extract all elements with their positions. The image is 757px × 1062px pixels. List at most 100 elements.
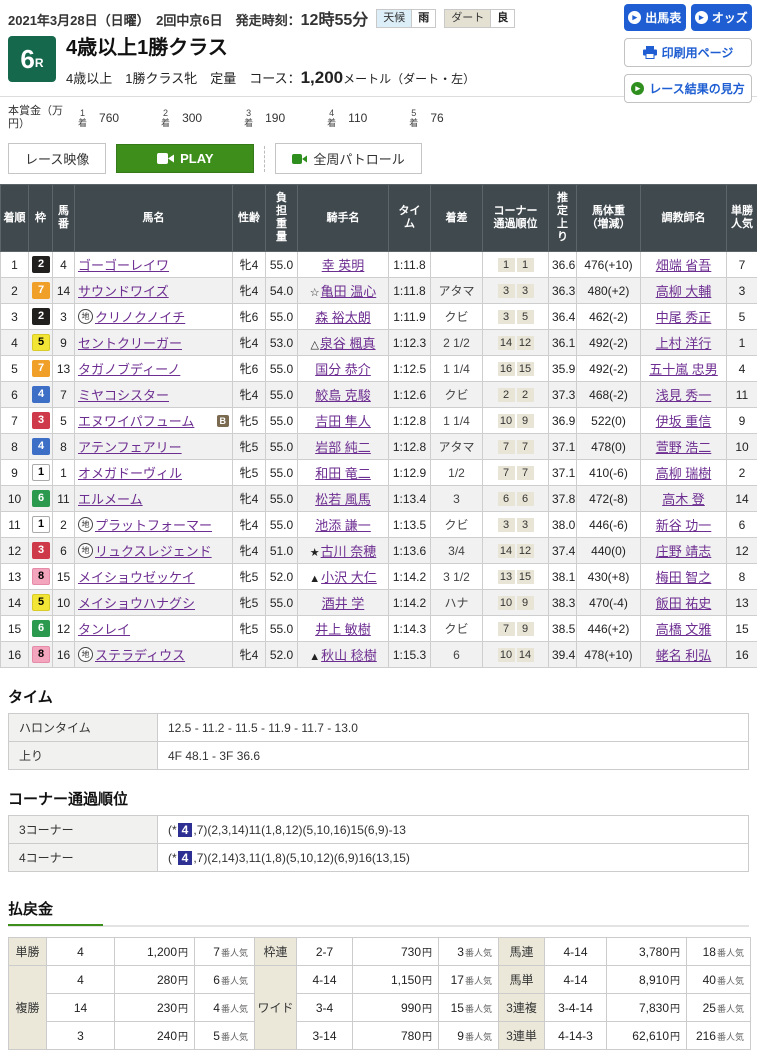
column-header: 単勝 人気 xyxy=(727,185,757,252)
horse-name-link[interactable]: メイショウハナグシ xyxy=(78,593,195,612)
jockey-link[interactable]: 吉田 隼人 xyxy=(315,414,371,429)
horse-name-link[interactable]: タンレイ xyxy=(78,619,130,638)
horse-name-link[interactable]: セントクリーガー xyxy=(78,333,182,352)
race-video-button[interactable]: レース映像 xyxy=(8,143,106,174)
trainer-link[interactable]: 蛯名 利弘 xyxy=(656,648,712,663)
win-popularity: 10 xyxy=(727,434,757,460)
sex-age: 牝4 xyxy=(233,642,266,668)
horse-name-link[interactable]: リュクスレジェンド xyxy=(95,541,212,560)
trainer-link[interactable]: 浅見 秀一 xyxy=(656,388,712,403)
yen-unit: 円 xyxy=(670,1032,680,1043)
horse-name-link[interactable]: エヌワイパフューム xyxy=(78,411,194,430)
trainer-link[interactable]: 高柳 大輔 xyxy=(656,284,712,299)
last-3f: 38.0 xyxy=(549,512,577,538)
jockey-link[interactable]: 秋山 稔樹 xyxy=(321,648,377,663)
bet-type-label: 3連単 xyxy=(499,1022,545,1050)
trainer-link[interactable]: 上村 洋行 xyxy=(656,336,712,351)
jockey-link[interactable]: 酒井 学 xyxy=(322,596,365,611)
local-horse-icon: 地 xyxy=(78,647,93,662)
horse-name-link[interactable]: サウンドワイズ xyxy=(78,281,169,300)
last-3f: 36.1 xyxy=(549,330,577,356)
corner-position: 14 xyxy=(498,544,515,558)
trainer-link[interactable]: 高柳 瑞樹 xyxy=(656,466,712,481)
jockey-link[interactable]: 幸 英明 xyxy=(322,258,365,273)
finish-time: 1:13.5 xyxy=(389,512,431,538)
table-header-row: 着順枠馬 番馬名性齢負 担 重 量騎手名タイ ム着差コーナー 通過順位推 定 上… xyxy=(1,185,757,252)
finish-position: 13 xyxy=(1,564,29,590)
horse-name-link[interactable]: エルメーム xyxy=(78,489,143,508)
jockey-apprentice-mark: ▲ xyxy=(309,651,320,663)
jockey-link[interactable]: 森 裕太朗 xyxy=(315,310,371,325)
trainer-link[interactable]: 中尾 秀正 xyxy=(656,310,712,325)
video-button-row: レース映像 PLAY 全周パトロール xyxy=(0,137,757,184)
trainer-link[interactable]: 高木 登 xyxy=(662,492,705,507)
yen-unit: 円 xyxy=(178,1004,188,1015)
jockey-link[interactable]: 岩部 純二 xyxy=(315,440,371,455)
horse-name-link[interactable]: プラットフォーマー xyxy=(95,515,212,534)
horse-name-link[interactable]: クリノクノイチ xyxy=(95,307,185,326)
sex-age: 牝5 xyxy=(233,460,266,486)
odds-button[interactable]: ▸オッズ xyxy=(691,4,753,31)
trainer-link[interactable]: 萱野 浩二 xyxy=(656,440,712,455)
carried-weight: 52.0 xyxy=(266,642,298,668)
corner-position: 12 xyxy=(517,544,534,558)
popularity-unit: 番人気 xyxy=(465,976,492,986)
jockey-apprentice-mark: ▲ xyxy=(309,573,320,585)
patrol-video-button[interactable]: 全周パトロール xyxy=(275,143,421,174)
row-label: 上り xyxy=(9,742,158,770)
payout-amount: 240円 xyxy=(115,1022,195,1050)
jockey-link[interactable]: 和田 竜二 xyxy=(315,466,371,481)
trainer-link[interactable]: 新谷 功一 xyxy=(656,518,712,533)
jockey-link[interactable]: 鮫島 克駿 xyxy=(315,388,371,403)
race-result-table: 着順枠馬 番馬名性齢負 担 重 量騎手名タイ ム着差コーナー 通過順位推 定 上… xyxy=(0,184,757,668)
finish-position: 4 xyxy=(1,330,29,356)
trainer-link[interactable]: 五十嵐 忠男 xyxy=(649,362,718,377)
jockey-link[interactable]: 古川 奈穂 xyxy=(321,544,377,559)
bet-combination: 4 xyxy=(47,966,115,994)
horse-name-link[interactable]: メイショウゼッケイ xyxy=(78,567,195,586)
jockey-link[interactable]: 亀田 温心 xyxy=(321,284,377,299)
waku-cell: 3 xyxy=(29,538,53,564)
shutsuba-button[interactable]: ▸出馬表 xyxy=(624,4,686,31)
trainer-link[interactable]: 庄野 靖志 xyxy=(656,544,712,559)
corner-position: 5 xyxy=(517,310,534,324)
jockey-link[interactable]: 井上 敏樹 xyxy=(315,622,371,637)
waku-badge: 5 xyxy=(32,334,50,351)
margin: 1/2 xyxy=(431,460,483,486)
finish-position: 7 xyxy=(1,408,29,434)
horse-name-link[interactable]: タガノブディーノ xyxy=(78,359,180,378)
horse-name-link[interactable]: オメガドーヴィル xyxy=(78,463,182,482)
horse-name-link[interactable]: ステラディウス xyxy=(95,645,185,664)
horse-name-link[interactable]: アテンフェアリー xyxy=(78,437,182,456)
trainer-link[interactable]: 畑端 省吾 xyxy=(656,258,712,273)
horse-name-link[interactable]: ミヤコシスター xyxy=(78,385,169,404)
trainer-link[interactable]: 梅田 智之 xyxy=(656,570,712,585)
horse-name-link[interactable]: ゴーゴーレイワ xyxy=(78,255,169,274)
jockey-link[interactable]: 泉谷 楓真 xyxy=(320,336,376,351)
trainer-link[interactable]: 伊坂 重信 xyxy=(656,414,712,429)
horse-weight: 522(0) xyxy=(577,408,641,434)
bet-combination: 4-14 xyxy=(545,938,607,966)
jockey-link[interactable]: 松若 風馬 xyxy=(315,492,371,507)
carried-weight: 55.0 xyxy=(266,434,298,460)
bet-combination: 3-14 xyxy=(297,1022,353,1050)
arrow-circle-icon: ▸ xyxy=(631,82,644,95)
jockey-cell: 幸 英明 xyxy=(298,252,389,278)
horse-number: 3 xyxy=(53,304,75,330)
play-button[interactable]: PLAY xyxy=(116,144,254,173)
race-title: 4歳以上1勝クラス xyxy=(66,36,475,60)
horse-weight: 492(-2) xyxy=(577,356,641,382)
jockey-link[interactable]: 国分 恭介 xyxy=(315,362,371,377)
jockey-cell: 和田 竜二 xyxy=(298,460,389,486)
trainer-link[interactable]: 飯田 祐史 xyxy=(656,596,712,611)
jockey-link[interactable]: 小沢 大仁 xyxy=(321,570,377,585)
print-page-button[interactable]: 印刷用ページ xyxy=(624,38,752,67)
trainer-cell: 飯田 祐史 xyxy=(641,590,727,616)
jockey-link[interactable]: 池添 謙一 xyxy=(315,518,371,533)
trainer-link[interactable]: 高橋 文雅 xyxy=(656,622,712,637)
result-guide-button[interactable]: ▸レース結果の見方 xyxy=(624,74,752,103)
